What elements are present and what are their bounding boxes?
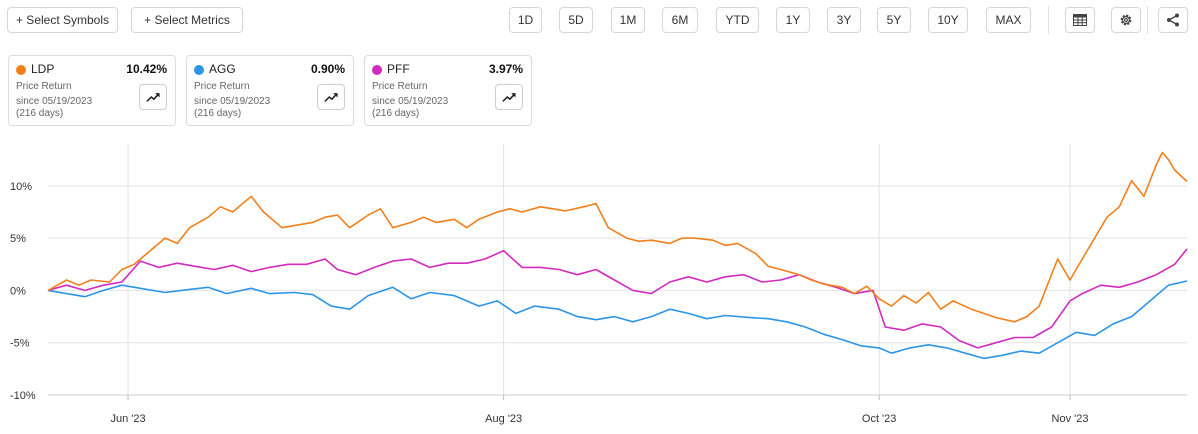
range-1m-button[interactable]: 1M <box>611 7 645 33</box>
series-color-dot <box>372 65 382 75</box>
settings-button[interactable] <box>1111 7 1141 33</box>
y-tick-label: -5% <box>10 338 30 350</box>
range-3y-button[interactable]: 3Y <box>827 7 861 33</box>
trend-button[interactable] <box>317 84 345 110</box>
symbol-label: LDP <box>31 62 55 76</box>
range-6m-button[interactable]: 6M <box>662 7 698 33</box>
range-1y-button[interactable]: 1Y <box>776 7 810 33</box>
symbol-label: AGG <box>209 62 236 76</box>
toolbar-divider <box>1147 6 1148 34</box>
trend-up-icon <box>324 93 338 102</box>
range-5d-button[interactable]: 5D <box>559 7 593 33</box>
range-5y-button[interactable]: 5Y <box>877 7 911 33</box>
x-tick-label: Jun '23 <box>110 413 145 425</box>
metric-label: Price Return <box>194 81 250 92</box>
return-value: 0.90% <box>310 62 345 76</box>
range-10y-button[interactable]: 10Y <box>928 7 968 33</box>
trend-up-icon <box>502 93 516 102</box>
trend-up-icon <box>146 93 160 102</box>
series-color-dot <box>194 65 204 75</box>
trend-button[interactable] <box>139 84 167 110</box>
series-color-dot <box>16 65 26 75</box>
y-tick-label: 10% <box>10 181 32 193</box>
series-line-agg[interactable] <box>47 280 1188 360</box>
metric-label: Price Return <box>16 81 72 92</box>
y-tick-label: -10% <box>10 390 36 402</box>
days-count: (216 days) <box>194 108 242 119</box>
x-tick-label: Aug '23 <box>485 413 522 425</box>
series-line-pff[interactable] <box>47 248 1188 349</box>
table-icon <box>1073 14 1087 26</box>
share-button[interactable] <box>1158 7 1188 33</box>
select-metrics-button[interactable]: + Select Metrics <box>131 7 243 33</box>
toolbar-divider <box>1048 6 1049 34</box>
since-date: since 05/19/2023 <box>16 96 93 107</box>
range-ytd-button[interactable]: YTD <box>716 7 759 33</box>
gear-icon <box>1120 14 1132 26</box>
return-value: 3.97% <box>488 62 523 76</box>
days-count: (216 days) <box>372 108 420 119</box>
x-tick-label: Oct '23 <box>862 413 897 425</box>
series-line-ldp[interactable] <box>47 151 1188 323</box>
legend-card-agg[interactable]: AGG 0.90% Price Return since 05/19/2023 … <box>186 55 354 126</box>
days-count: (216 days) <box>16 108 64 119</box>
line-chart[interactable]: 10% 5% 0% -5% -10% Jun '23 Aug '23 Oct '23 Nov '… <box>0 140 1198 434</box>
since-date: since 05/19/2023 <box>194 96 271 107</box>
share-icon <box>1167 13 1179 27</box>
grid <box>48 144 1187 396</box>
range-1d-button[interactable]: 1D <box>509 7 542 33</box>
range-max-button[interactable]: MAX <box>986 7 1031 33</box>
y-tick-label: 0% <box>10 285 26 297</box>
metric-label: Price Return <box>372 81 428 92</box>
select-symbols-button[interactable]: + Select Symbols <box>7 7 118 33</box>
since-date: since 05/19/2023 <box>372 96 449 107</box>
symbol-label: PFF <box>387 62 410 76</box>
trend-button[interactable] <box>495 84 523 110</box>
return-value: 10.42% <box>126 62 167 76</box>
y-tick-label: 5% <box>10 233 26 245</box>
table-view-button[interactable] <box>1065 7 1095 33</box>
legend-card-pff[interactable]: PFF 3.97% Price Return since 05/19/2023 … <box>364 55 532 126</box>
legend-card-ldp[interactable]: LDP 10.42% Price Return since 05/19/2023… <box>8 55 176 126</box>
x-tick-label: Nov '23 <box>1052 413 1089 425</box>
